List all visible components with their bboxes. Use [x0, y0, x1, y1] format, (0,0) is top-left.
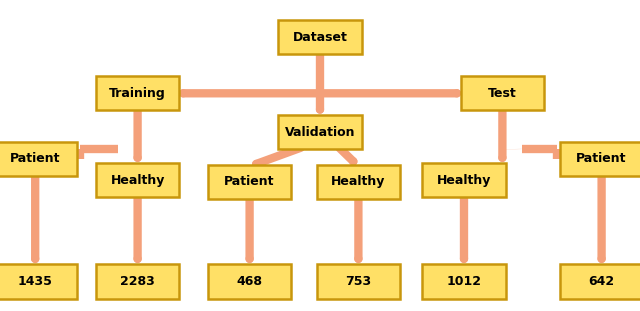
FancyBboxPatch shape	[278, 20, 362, 54]
Text: Patient: Patient	[10, 152, 60, 165]
Text: 753: 753	[346, 275, 371, 288]
Text: Healthy: Healthy	[111, 174, 164, 187]
FancyBboxPatch shape	[208, 264, 291, 299]
Text: Healthy: Healthy	[332, 175, 385, 188]
Text: Patient: Patient	[225, 175, 275, 188]
FancyBboxPatch shape	[422, 264, 506, 299]
FancyBboxPatch shape	[96, 264, 179, 299]
Text: 1012: 1012	[447, 275, 481, 288]
FancyBboxPatch shape	[317, 165, 400, 199]
Text: Patient: Patient	[577, 152, 627, 165]
FancyBboxPatch shape	[461, 76, 544, 110]
Text: Validation: Validation	[285, 126, 355, 139]
Text: Healthy: Healthy	[437, 174, 491, 187]
FancyBboxPatch shape	[96, 163, 179, 197]
FancyBboxPatch shape	[208, 165, 291, 199]
Text: Dataset: Dataset	[292, 31, 348, 44]
Text: Test: Test	[488, 87, 516, 100]
FancyBboxPatch shape	[0, 264, 77, 299]
Text: 1435: 1435	[18, 275, 52, 288]
Text: Training: Training	[109, 87, 166, 100]
FancyBboxPatch shape	[560, 142, 640, 176]
Text: 468: 468	[237, 275, 262, 288]
FancyBboxPatch shape	[278, 115, 362, 149]
Text: 642: 642	[589, 275, 614, 288]
FancyBboxPatch shape	[96, 76, 179, 110]
FancyBboxPatch shape	[422, 163, 506, 197]
Text: 2283: 2283	[120, 275, 155, 288]
FancyBboxPatch shape	[317, 264, 400, 299]
FancyBboxPatch shape	[0, 142, 77, 176]
FancyBboxPatch shape	[560, 264, 640, 299]
